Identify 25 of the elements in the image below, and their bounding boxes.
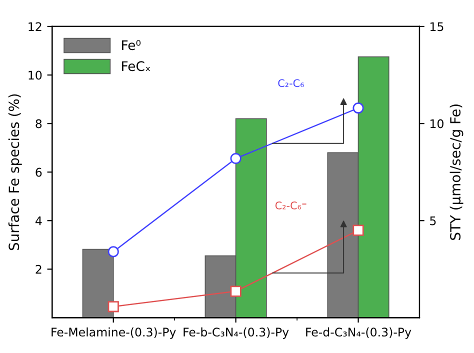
y2-axis-title: STY (μmol/sec/g Fe) xyxy=(450,104,464,240)
y-tick-label: 8 xyxy=(36,119,42,128)
x-tick-label: Fe-b-C₃N₄-(0.3)-Py xyxy=(184,327,289,339)
y-tick-label: 10 xyxy=(28,70,42,80)
x-tick-label: Fe-d-C₃N₄-(0.3)-Py xyxy=(306,327,412,339)
x-tick-label: Fe-Melamine-(0.3)-Py xyxy=(52,327,176,339)
y-tick-label: 12 xyxy=(28,22,42,31)
y-tick-label: 2 xyxy=(36,264,42,274)
point xyxy=(108,301,119,312)
y2-tick-label: 15 xyxy=(430,22,444,32)
text: C₂-C₆ xyxy=(278,79,304,88)
text: C₂-C₆⁼ xyxy=(275,202,306,210)
y-tick-label: 4 xyxy=(35,216,42,226)
y-tick-label: 6 xyxy=(36,168,42,177)
point xyxy=(352,224,364,236)
legend-label: Fe⁰ xyxy=(122,40,141,50)
point xyxy=(230,286,242,297)
legend-label: FeCₓ xyxy=(122,61,150,72)
point xyxy=(230,152,242,164)
y-axis-title: Surface Fe species (%) xyxy=(8,94,22,250)
y2-tick-label: 10 xyxy=(430,119,444,128)
point xyxy=(352,102,364,114)
bar xyxy=(82,248,114,318)
point xyxy=(108,246,119,258)
y2-tick-label: 5 xyxy=(430,216,436,226)
